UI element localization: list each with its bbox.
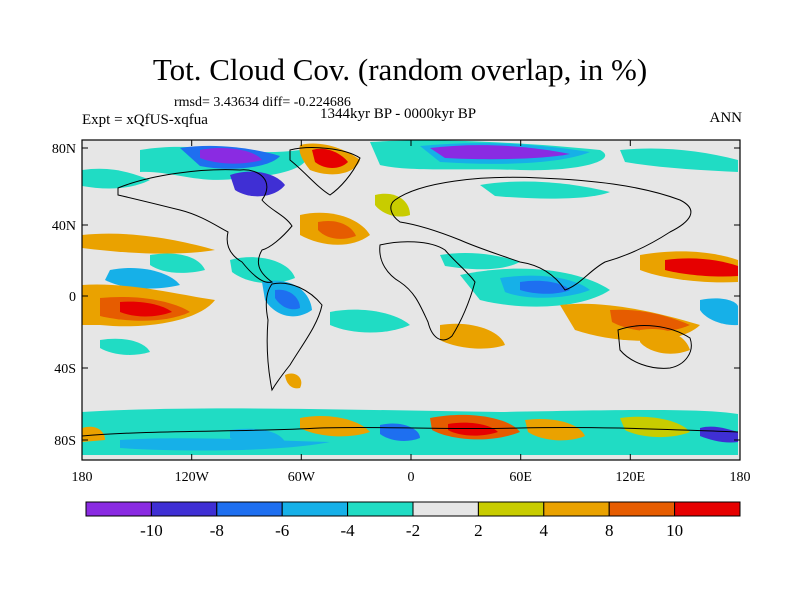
lat-tick-label: 0 bbox=[69, 290, 76, 305]
anomaly-region bbox=[520, 280, 570, 294]
lon-tick-label: 120W bbox=[175, 470, 210, 485]
colorbar-label: 8 bbox=[605, 521, 614, 540]
anomaly-region bbox=[82, 426, 105, 442]
stats-text: rmsd= 3.43634 diff= -0.224686 bbox=[174, 95, 351, 110]
anomaly-region bbox=[330, 309, 410, 333]
coastline-greenland bbox=[289, 147, 361, 196]
coastline-eurasia bbox=[390, 176, 692, 291]
colorbar-swatch bbox=[543, 501, 610, 517]
colorbar-label: 10 bbox=[666, 521, 683, 540]
colorbar-label: 4 bbox=[540, 521, 549, 540]
map-title: Tot. Cloud Cov. (random overlap, in %) bbox=[152, 52, 648, 87]
lon-tick-label: 0 bbox=[408, 470, 415, 485]
anomaly-region bbox=[440, 323, 505, 349]
colorbar-swatch bbox=[150, 501, 218, 517]
anomaly-region bbox=[665, 258, 738, 277]
coastline-antarctica bbox=[82, 426, 739, 437]
anomaly-region bbox=[620, 416, 690, 438]
period-label: 1344kyr BP - 0000kyr BP bbox=[320, 106, 477, 122]
anomaly-region bbox=[200, 148, 262, 164]
anomaly-field bbox=[82, 140, 740, 460]
experiment-label: Expt = xQfUS-xqfua bbox=[82, 112, 208, 128]
coastline-south-america bbox=[265, 282, 323, 392]
lat-tick-label: 80S bbox=[54, 434, 76, 449]
anomaly-region bbox=[620, 148, 738, 172]
anomaly-region bbox=[300, 415, 370, 437]
anomaly-region bbox=[525, 418, 585, 441]
anomaly-region bbox=[640, 328, 690, 354]
anomaly-region bbox=[610, 309, 690, 332]
anomaly-region bbox=[430, 145, 570, 160]
colorbar-swatch bbox=[216, 501, 283, 517]
anomaly-region bbox=[375, 193, 410, 217]
colorbar-swatch bbox=[85, 501, 152, 517]
lat-tick-label: 40S bbox=[54, 362, 76, 377]
lon-axis: 180 120W 60W 0 60E 120E 180 bbox=[72, 140, 751, 485]
coastline-north-america bbox=[117, 169, 293, 283]
colorbar-label: -6 bbox=[275, 521, 289, 540]
lat-tick-label: 80N bbox=[52, 142, 76, 157]
colorbar-swatch bbox=[281, 501, 349, 517]
anomaly-region bbox=[480, 181, 610, 199]
colorbar-swatch bbox=[477, 501, 545, 517]
colorbar-swatch bbox=[674, 501, 741, 517]
anomaly-region bbox=[120, 301, 172, 317]
coastline-australia bbox=[617, 325, 692, 369]
anomaly-region bbox=[100, 338, 150, 355]
anomaly-region bbox=[275, 289, 300, 310]
colorbar: -10 -8 -6 -4 -2 2 4 8 10 bbox=[85, 501, 741, 540]
anomaly-region bbox=[230, 171, 285, 197]
anomaly-region bbox=[230, 257, 295, 284]
lon-tick-label: 60W bbox=[288, 470, 316, 485]
lon-tick-label: 120E bbox=[616, 470, 646, 485]
colorbar-label: -10 bbox=[140, 521, 163, 540]
anomaly-region bbox=[318, 220, 356, 239]
anomaly-region bbox=[285, 373, 302, 389]
colorbar-swatch bbox=[608, 501, 676, 517]
anomaly-region bbox=[105, 267, 180, 289]
anomaly-region bbox=[82, 168, 150, 189]
anomaly-region bbox=[448, 422, 498, 436]
anomaly-region bbox=[700, 298, 738, 326]
season-label: ANN bbox=[709, 110, 743, 126]
lat-axis: 80N 40N 0 40S 80S bbox=[52, 142, 740, 449]
anomaly-region bbox=[120, 438, 330, 451]
colorbar-label: 2 bbox=[474, 521, 483, 540]
lon-tick-label: 60E bbox=[509, 470, 532, 485]
lon-tick-label: 180 bbox=[72, 470, 93, 485]
colorbar-label: -4 bbox=[341, 521, 356, 540]
lat-tick-label: 40N bbox=[52, 219, 76, 234]
colorbar-swatch bbox=[347, 501, 414, 517]
lon-tick-label: 180 bbox=[730, 470, 751, 485]
coastline-africa bbox=[379, 241, 476, 341]
colorbar-swatch bbox=[412, 501, 479, 517]
anomaly-region bbox=[150, 253, 205, 273]
anomaly-region bbox=[82, 233, 215, 254]
colorbar-label: -8 bbox=[210, 521, 224, 540]
colorbar-label: -2 bbox=[406, 521, 420, 540]
coastlines bbox=[82, 147, 739, 437]
anomaly-region bbox=[312, 148, 348, 168]
